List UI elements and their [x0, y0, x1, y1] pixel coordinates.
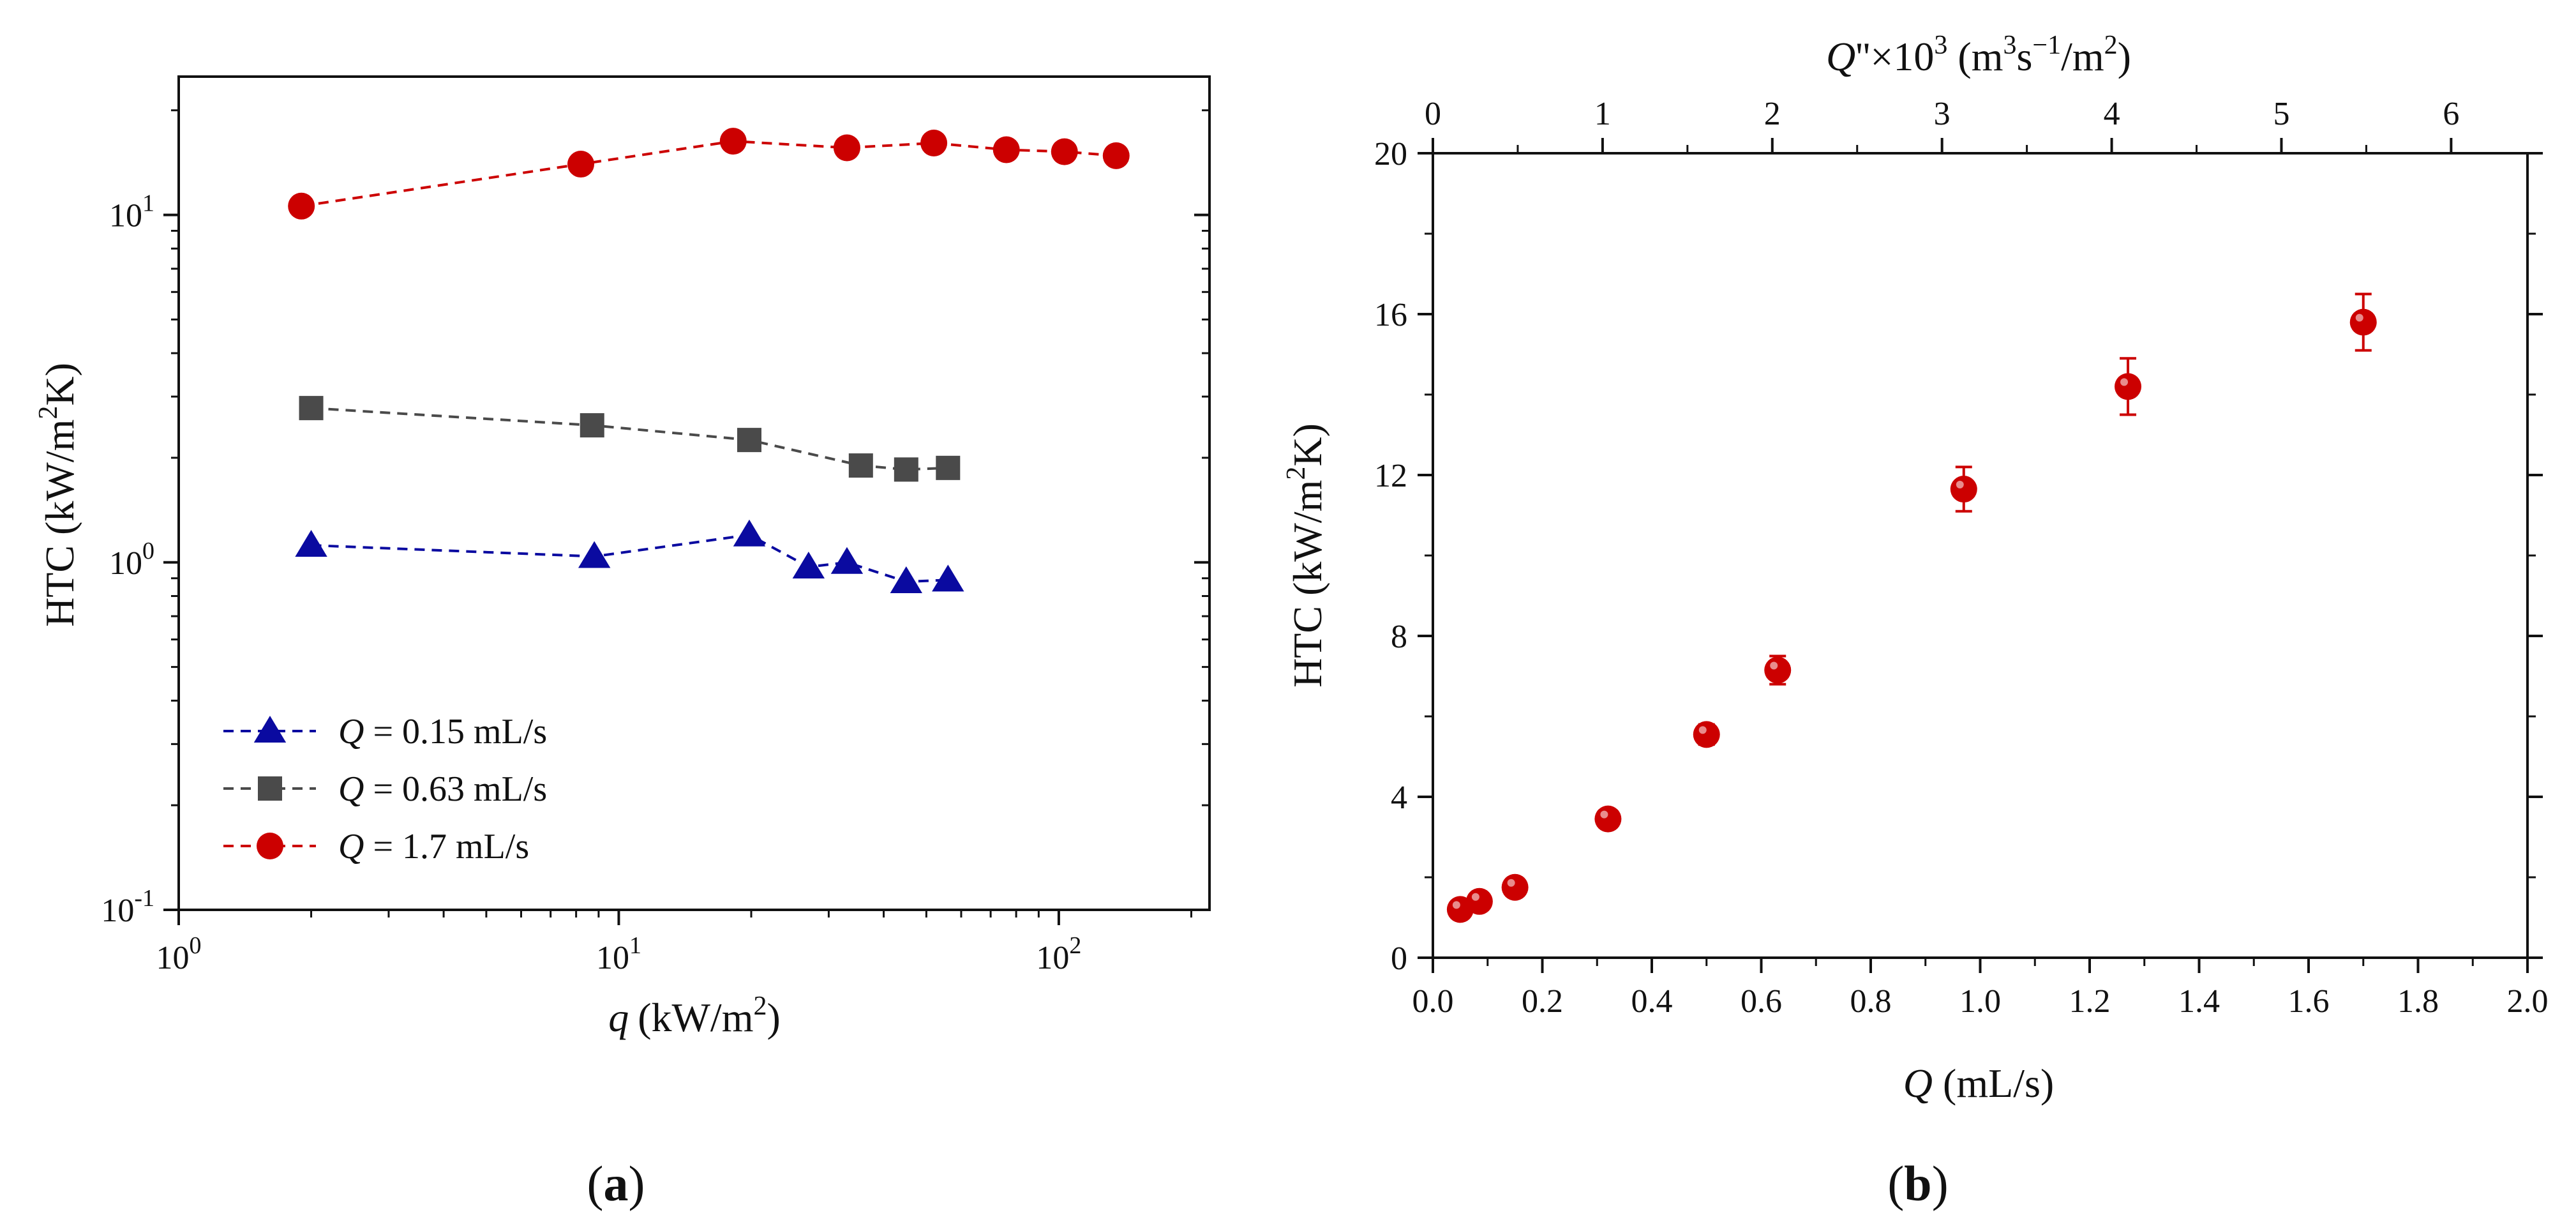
data-point-triangle	[295, 529, 327, 557]
x-tick-label: 0.4	[1631, 983, 1673, 1020]
y-tick-label: 12	[1374, 458, 1407, 494]
data-point-circle	[1051, 138, 1078, 165]
panel-b-plot-frame	[1432, 152, 2529, 959]
top-x-tick-label: 5	[2273, 96, 2289, 132]
y-tick-label: 20	[1374, 136, 1407, 172]
panel-b-y-axis-label: HTC (kW/m2K)	[1282, 423, 1330, 688]
top-x-tick-label: 3	[1934, 96, 1951, 132]
data-point-circle	[833, 134, 860, 162]
legend-label: Q = 0.15 mL/s	[338, 712, 547, 751]
x-tick-label: 101	[596, 932, 641, 976]
panel-a-series	[288, 128, 1130, 593]
top-x-tick-label: 0	[1425, 96, 1441, 132]
panel-a-x-axis-label: q (kW/m2)	[608, 992, 781, 1040]
panel-b-top-axis-label: Q''×103 (m3s−1/m2)	[1826, 31, 2131, 79]
panel-a-caption: (a)	[587, 1156, 645, 1211]
y-tick-label: 10-1	[101, 885, 154, 929]
data-point-circle	[719, 128, 747, 155]
data-point-highlight	[1698, 726, 1707, 734]
panel-a-plot-frame	[177, 75, 1211, 911]
top-x-tick-label: 1	[1594, 96, 1611, 132]
data-point	[2349, 308, 2377, 336]
x-tick-label: 0.6	[1741, 983, 1782, 1020]
x-tick-label: 1.6	[2288, 983, 2330, 1020]
data-point	[1501, 873, 1529, 901]
x-tick-label: 1.8	[2397, 983, 2439, 1020]
y-tick-label: 101	[109, 190, 154, 234]
x-tick-label: 2.0	[2507, 983, 2549, 1020]
data-point-circle	[567, 151, 595, 178]
data-point-highlight	[2120, 378, 2129, 386]
y-tick-label: 0	[1391, 940, 1407, 977]
top-x-tick-label: 2	[1764, 96, 1781, 132]
data-point-circle	[920, 130, 948, 157]
x-tick-label: 0.0	[1412, 983, 1454, 1020]
data-point-square	[580, 413, 604, 438]
legend-marker-circle	[257, 833, 283, 859]
data-point-square	[848, 453, 873, 478]
data-point-triangle	[578, 541, 611, 568]
panel-b: 0.0 0.2 0.4 0.6 0.8 1.0 1.2 1.4 1.6 1.8 2.00481216…	[1282, 31, 2549, 1211]
panel-b-series	[1446, 292, 2377, 923]
data-point-highlight	[1956, 481, 1964, 489]
data-point-circle	[288, 192, 315, 220]
data-point-square	[936, 455, 961, 480]
x-tick-label: 1.0	[1959, 983, 2001, 1020]
data-point	[1465, 887, 1493, 915]
data-point-triangle	[733, 519, 766, 547]
data-point-square	[299, 396, 324, 421]
data-point-highlight	[1507, 879, 1515, 887]
x-tick-label: 102	[1036, 932, 1081, 976]
data-point-highlight	[1600, 810, 1608, 819]
panel-a-legend: Q = 0.15 mL/s Q = 0.63 mL/s Q = 1.7 mL/s	[223, 712, 547, 866]
panel-a-y-axis-label: HTC (kW/m2K)	[34, 363, 82, 627]
x-tick-label: 1.4	[2178, 983, 2220, 1020]
legend-label: Q = 1.7 mL/s	[338, 827, 529, 866]
data-point-highlight	[1452, 901, 1460, 909]
panel-b-x-axis-label: Q (mL/s)	[1903, 1061, 2054, 1106]
data-point-triangle	[792, 551, 825, 578]
data-point-circle	[992, 136, 1020, 163]
data-point-highlight	[1471, 893, 1479, 901]
data-point	[1693, 721, 1720, 748]
y-tick-label: 100	[109, 538, 154, 582]
legend-marker-square	[258, 776, 282, 801]
data-point	[1764, 656, 1792, 684]
x-tick-label: 100	[156, 932, 202, 976]
x-tick-label: 0.2	[1522, 983, 1563, 1020]
top-x-tick-label: 6	[2443, 96, 2459, 132]
top-x-tick-label: 4	[2104, 96, 2120, 132]
y-tick-label: 8	[1391, 619, 1407, 655]
data-point-highlight	[2355, 313, 2363, 322]
data-point-square	[737, 428, 761, 453]
y-tick-label: 16	[1374, 297, 1407, 333]
data-point	[2115, 373, 2142, 400]
data-point-circle	[1102, 142, 1130, 169]
data-point-triangle	[830, 547, 864, 574]
data-point	[1594, 805, 1622, 833]
x-tick-label: 1.2	[2069, 983, 2111, 1020]
x-tick-label: 0.8	[1850, 983, 1892, 1020]
panel-b-caption: (b)	[1887, 1156, 1948, 1211]
data-point-square	[894, 457, 918, 482]
legend-label: Q = 0.63 mL/s	[338, 769, 547, 809]
data-point-highlight	[1770, 661, 1778, 670]
data-point-triangle	[890, 566, 923, 593]
panel-b-ticks: 0.0 0.2 0.4 0.6 0.8 1.0 1.2 1.4 1.6 1.8 2.00481216…	[1374, 96, 2549, 1020]
y-tick-label: 4	[1391, 780, 1407, 816]
data-point-triangle	[932, 564, 964, 592]
legend-marker-triangle	[253, 716, 287, 743]
data-point	[1950, 476, 1977, 503]
